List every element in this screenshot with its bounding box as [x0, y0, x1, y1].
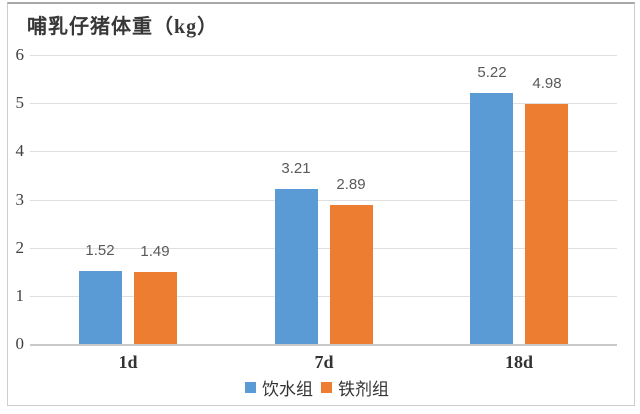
legend-swatch-icon [321, 382, 332, 393]
bar-series2-18d [525, 104, 568, 344]
chart-title: 哺乳仔猪体重（kg） [27, 16, 219, 38]
legend-item-series1: 饮水组 [245, 375, 313, 400]
gridline [30, 103, 617, 104]
legend-swatch-icon [245, 382, 256, 393]
legend: 饮水组 铁剂组 [0, 375, 634, 400]
bar-value-label: 4.98 [532, 75, 562, 92]
bar-value-label: 3.21 [281, 160, 311, 177]
bar-series1-1d [79, 271, 122, 344]
gridline [30, 55, 617, 56]
x-category-label: 7d [314, 352, 334, 372]
y-tick-label: 6 [15, 45, 25, 64]
x-category-label: 18d [504, 352, 533, 372]
bar-series2-1d [134, 272, 177, 344]
legend-item-series2: 铁剂组 [321, 375, 389, 400]
bar-series1-18d [470, 93, 513, 344]
y-tick-label: 4 [15, 141, 25, 160]
x-category-label: 1d [118, 352, 138, 372]
gridline [30, 151, 617, 152]
x-axis-line [30, 344, 617, 346]
bar-series2-7d [330, 205, 373, 344]
bar-value-label: 5.22 [477, 64, 507, 81]
bar-series1-7d [275, 189, 318, 344]
bar-value-label: 1.52 [85, 242, 115, 259]
gridline [30, 296, 617, 297]
y-tick-label: 3 [15, 190, 25, 209]
y-tick-label: 1 [15, 286, 25, 305]
y-tick-label: 5 [15, 93, 25, 112]
y-tick-label: 2 [15, 238, 25, 257]
gridline [30, 248, 617, 249]
legend-label: 铁剂组 [338, 380, 389, 399]
gridline [30, 200, 617, 201]
bar-value-label: 1.49 [140, 243, 170, 260]
legend-label: 饮水组 [262, 380, 313, 399]
bar-value-label: 2.89 [336, 176, 366, 193]
y-tick-label: 0 [15, 334, 25, 353]
